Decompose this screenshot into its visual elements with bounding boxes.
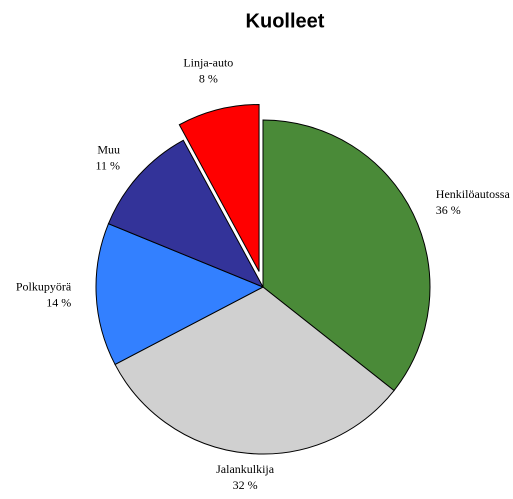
chart-title: Kuolleet bbox=[246, 10, 325, 32]
pie-slice bbox=[107, 139, 265, 288]
slice-label: Polkupyörä bbox=[16, 280, 72, 294]
slice-value-label: 36 % bbox=[436, 203, 461, 217]
slice-value-label: 14 % bbox=[46, 296, 71, 310]
pie-slice bbox=[178, 103, 260, 272]
slice-label: Linja-auto bbox=[183, 56, 233, 70]
slice-value-label: 32 % bbox=[233, 478, 258, 492]
slice-label: Henkilöautossa bbox=[436, 187, 511, 201]
pie-slice bbox=[262, 119, 431, 392]
pie-slice bbox=[95, 223, 265, 366]
slice-label: Jalankulkija bbox=[216, 462, 275, 476]
slice-label: Muu bbox=[97, 143, 120, 157]
slice-value-label: 11 % bbox=[95, 159, 120, 173]
pie-slice bbox=[114, 286, 395, 455]
slice-value-label: 8 % bbox=[199, 72, 218, 86]
